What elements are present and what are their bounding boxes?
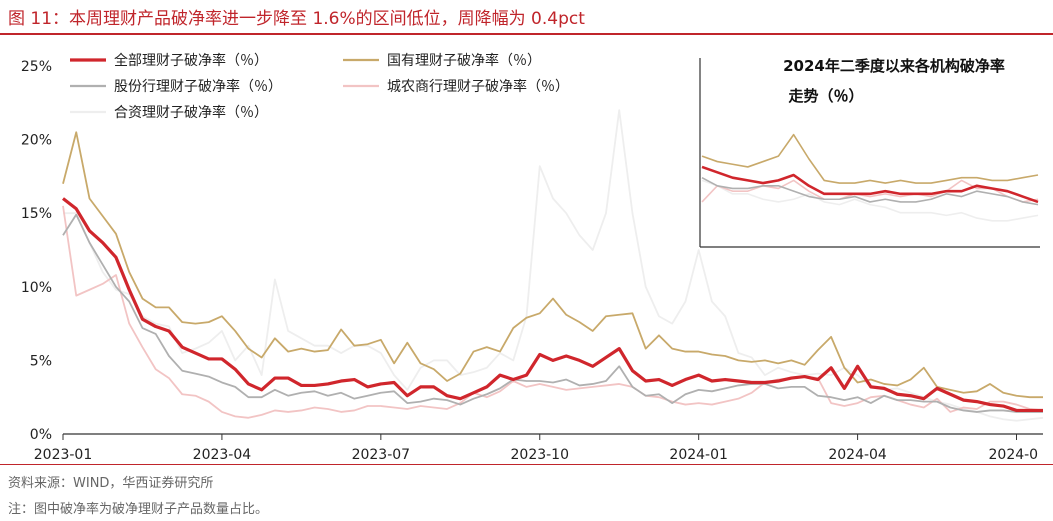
y-tick-label: 10% — [21, 280, 52, 296]
inset-series-line — [701, 165, 1039, 204]
main-chart: 0% 5% 10% 15% 20% 25% 2023-01 2023-04 2023-07 202… — [21, 52, 1044, 463]
inset-series-line — [701, 177, 1039, 206]
axes: 0% 5% 10% 15% 20% 25% 2023-01 2023-04 2023-07 202… — [21, 59, 1043, 463]
y-tick-label: 5% — [30, 353, 52, 369]
x-tick-label: 2023-04 — [193, 447, 252, 463]
legend-label: 合资理财子破净率（％） — [114, 104, 268, 121]
inset-series-line — [701, 179, 1039, 203]
series-lines — [62, 109, 1044, 422]
footnote: 注：图中破净率为破净理财子产品数量占比。 — [8, 502, 269, 517]
x-tick-label: 2023-07 — [352, 447, 411, 463]
inset-title: 走势（％） — [788, 87, 863, 105]
series-line — [62, 197, 1043, 413]
source-note: 资料来源：WIND，华西证券研究所 — [8, 476, 214, 491]
x-tick-label: 2024-01 — [669, 447, 728, 463]
legend-label: 国有理财子破净率（％） — [387, 52, 541, 69]
inset-series-line — [701, 179, 1039, 222]
series-line — [62, 205, 1044, 419]
inset-title: 2024年二季度以来各机构破净率 — [783, 57, 1005, 75]
inset-series-line — [701, 133, 1039, 184]
y-tick-label: 20% — [21, 133, 52, 149]
y-tick-label: 0% — [30, 427, 52, 443]
series-line — [63, 109, 1044, 422]
x-tick-label: 2024-0 — [989, 447, 1039, 463]
legend-label: 城农商行理财子破净率（％） — [387, 78, 569, 95]
y-tick-label: 25% — [21, 59, 52, 75]
figure-title: 图 11：本周理财产品破净率进一步降至 1.6%的区间低位，周降幅为 0.4pc… — [8, 9, 585, 29]
legend-label: 全部理财子破净率（％） — [114, 52, 268, 69]
series-line — [62, 131, 1043, 399]
legend-label: 股份行理财子破净率（％） — [114, 78, 282, 95]
title-divider — [0, 33, 1053, 35]
x-tick-label: 2023-01 — [34, 447, 93, 463]
y-tick-label: 15% — [21, 206, 52, 222]
legend: 全部理财子破净率（％） 国有理财子破净率（％） 股份行理财子破净率（％） 城农商行理财… — [70, 52, 569, 121]
bottom-divider — [0, 464, 1053, 465]
x-tick-label: 2023-10 — [511, 447, 570, 463]
series-line — [62, 213, 1043, 413]
x-tick-label: 2024-04 — [828, 447, 887, 463]
